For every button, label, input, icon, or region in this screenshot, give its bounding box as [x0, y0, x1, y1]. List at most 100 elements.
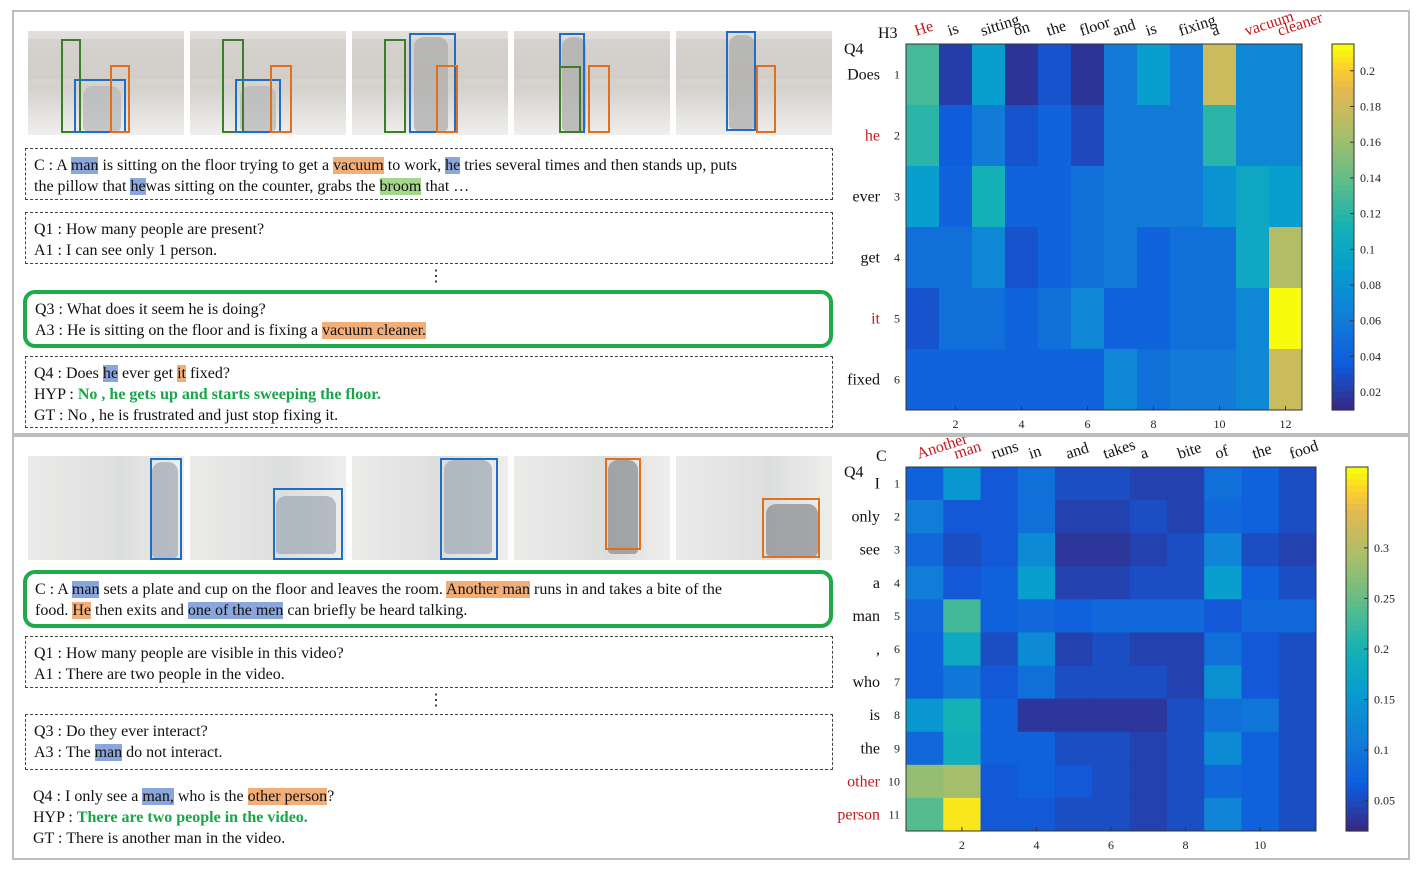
x-word-label: is [945, 20, 960, 39]
context-text: the pillow that [34, 178, 131, 195]
heatmap-cell [1071, 349, 1105, 411]
heatmap-cell [906, 288, 940, 350]
context-text: can briefly be heard talking. [283, 602, 468, 619]
highlight-man: man [70, 157, 99, 174]
y-tick-label: 1 [894, 477, 900, 491]
qa3-box-top: Q3 : What does it seem he is doing? A3 :… [23, 290, 833, 348]
heatmap-cell [939, 288, 973, 350]
heatmap-cell [980, 731, 1019, 766]
heatmap-cell [1241, 500, 1280, 534]
heatmap-cell [1137, 44, 1171, 106]
heatmap-cell [1005, 288, 1039, 350]
colorbar-segment [1346, 709, 1368, 717]
heatmap-cell [939, 44, 973, 106]
example-panel-bottom [12, 435, 1410, 860]
heatmap-cell [1166, 632, 1205, 667]
colorbar-segment [1332, 178, 1354, 185]
heatmap-cell [1092, 500, 1131, 534]
heatmap-cell [1055, 500, 1093, 534]
heatmap-cell [1278, 698, 1317, 733]
colorbar-segment [1346, 697, 1368, 705]
heatmap-cell [1204, 467, 1242, 501]
colorbar-segment [1346, 588, 1368, 595]
colorbar-segment [1332, 141, 1354, 149]
heatmap-cell [939, 227, 973, 289]
colorbar-segment [1332, 196, 1354, 204]
colorbar-segment [1332, 257, 1354, 265]
heatmap-cell [1204, 764, 1242, 799]
heatmap-cell [1204, 533, 1242, 567]
heatmap-cell [906, 227, 940, 289]
heatmap-cell [1203, 44, 1237, 106]
hypothesis-text: There are two people in the video. [76, 809, 308, 826]
context-line-1: C : A man sets a plate and cup on the fl… [35, 579, 821, 600]
highlight-another-man: Another man [446, 581, 530, 598]
heatmap-cell [939, 166, 973, 228]
heatmap-cell [1104, 349, 1138, 411]
colorbar-segment [1346, 758, 1368, 765]
heatmap-cell [943, 797, 982, 832]
colorbar-segment [1332, 251, 1354, 259]
colorbar-segment [1332, 233, 1354, 240]
y-word-label: ever [852, 189, 880, 206]
heatmap-cell [943, 665, 982, 700]
colorbar-segment [1332, 336, 1354, 344]
context-line-2: the pillow that hewas sitting on the cou… [34, 176, 824, 197]
heatmap-cell [1092, 467, 1131, 501]
heatmap-cell [1129, 797, 1168, 832]
colorbar-tick-label: 0.2 [1374, 642, 1389, 656]
heatmap-cell [1241, 467, 1280, 501]
heatmap-cell [1017, 731, 1056, 766]
heatmap-cell [1038, 288, 1072, 350]
colorbar-segment [1346, 503, 1368, 511]
heatmap-cell [1055, 533, 1093, 567]
video-frame [28, 31, 184, 135]
heatmap-cell [972, 44, 1006, 106]
heatmap-cell [943, 467, 982, 501]
colorbar-segment [1346, 685, 1368, 693]
colorbar-tick-label: 0.2 [1360, 64, 1375, 78]
q4-box-bottom: Q4 : I only see a man, who is the other … [25, 780, 833, 852]
video-frame [28, 456, 184, 560]
y-word-label: get [860, 250, 880, 267]
colorbar-tick-label: 0.06 [1360, 314, 1381, 328]
colorbar-tick-label: 0.04 [1360, 349, 1381, 363]
heatmap-cell [906, 665, 944, 700]
heatmap-cell [1269, 227, 1303, 289]
heatmap-cell [1166, 467, 1205, 501]
heatmap-cell [943, 698, 982, 733]
heatmap-cell [1166, 533, 1205, 567]
heatmap-cell [1241, 599, 1280, 633]
heatmap-cell [1055, 566, 1093, 600]
colorbar-segment [1346, 800, 1368, 808]
colorbar-segment [1332, 98, 1354, 106]
ellipsis-dots: ⋮ [428, 692, 444, 709]
colorbar-segment [1332, 135, 1354, 143]
heatmap-cell [1055, 698, 1093, 733]
heatmap-cell [1017, 599, 1056, 633]
heatmap-cell [1038, 349, 1072, 411]
heatmap-cell [1017, 698, 1056, 733]
colorbar-segment [1332, 342, 1354, 350]
colorbar-segment [1332, 92, 1354, 100]
colorbar-segment [1332, 50, 1354, 57]
heatmap-cell [1204, 566, 1242, 600]
heatmap-cell [906, 566, 944, 600]
y-word-label: other [847, 773, 881, 790]
colorbar-segment [1332, 349, 1354, 356]
heatmap-cell [1269, 44, 1303, 106]
colorbar-segment [1332, 208, 1354, 216]
colorbar-segment [1332, 123, 1354, 130]
heatmap-cell [906, 44, 940, 106]
heatmap-cell [1204, 797, 1242, 832]
hyp-label: HYP : [33, 809, 77, 826]
context-text: food. [35, 602, 73, 619]
heatmap-cell [980, 797, 1019, 832]
colorbar-segment [1332, 44, 1354, 51]
heatmap-cell [1005, 105, 1039, 167]
heatmap-cell [1055, 467, 1093, 501]
y-word-label: fixed [847, 372, 880, 389]
q4-box-top: Q4 : Does he ever get it fixed? HYP : No… [25, 356, 833, 428]
colorbar-segment [1346, 630, 1368, 638]
colorbar-segment [1346, 679, 1368, 686]
